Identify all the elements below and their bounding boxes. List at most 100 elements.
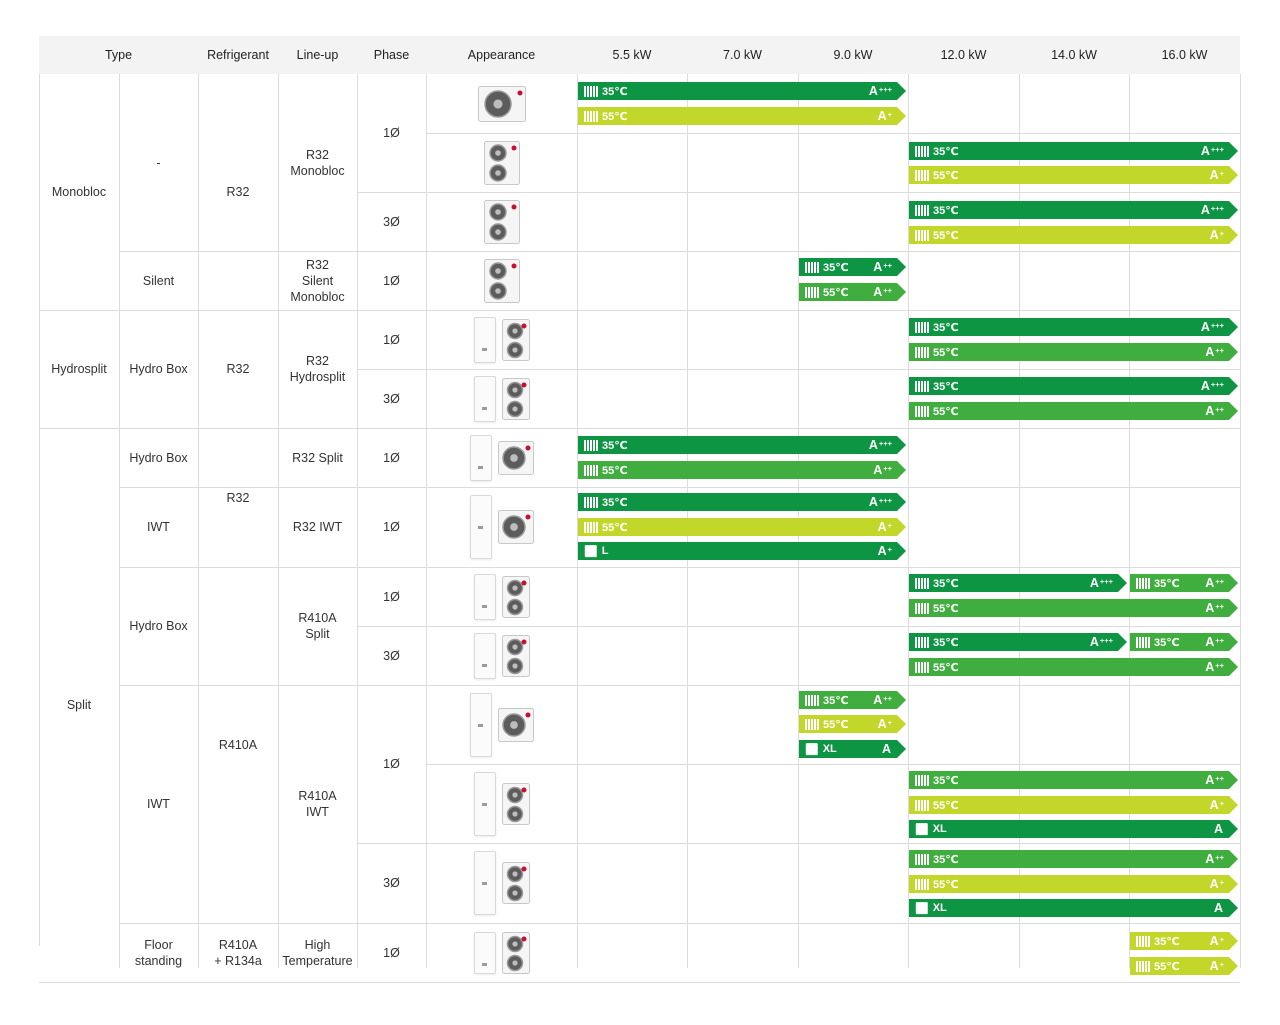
phase-cell: 1Ø [383, 273, 400, 288]
energy-rating-bar: 35℃ A +++ [909, 142, 1238, 160]
radiator-icon [915, 204, 929, 216]
energy-rating-plus: + [1219, 934, 1224, 944]
header-5: 5.5 kW [612, 48, 652, 62]
energy-rating-plus: ++ [883, 260, 892, 270]
outdoor-unit-icon [483, 140, 520, 185]
radiator-icon [584, 521, 598, 533]
energy-rating-bar: 55℃ A ++ [909, 402, 1238, 420]
bar-label: 35℃ [909, 853, 959, 866]
energy-rating-letter: A [1209, 798, 1219, 812]
grid-vline [1019, 74, 1020, 968]
energy-rating: A +++ [1201, 318, 1224, 336]
appearance-floor-standing-with-outdoor-unit-icon [426, 923, 577, 982]
energy-rating-letter: A [873, 285, 883, 299]
energy-rating: A ++ [1205, 850, 1224, 868]
energy-rating-bar: 55℃ A ++ [578, 461, 906, 479]
energy-rating-letter: A [1209, 228, 1219, 242]
header-4: Appearance [467, 48, 536, 62]
refrigerant-cell: R410A + R134a [214, 937, 262, 968]
energy-rating: A ++ [873, 461, 892, 479]
energy-rating: A [882, 740, 892, 758]
appearance-monobloc-unit-icon [426, 133, 577, 192]
lineup-cell: R410A IWT [298, 789, 337, 819]
energy-rating-bar: 35℃ A +++ [909, 201, 1238, 219]
energy-rating-bar: 35℃ A +++ [578, 436, 906, 454]
lineup-cell: R32 Split [292, 450, 343, 465]
appearance-monobloc-unit-icon [426, 251, 577, 310]
tap-icon: 🚰 [915, 902, 929, 915]
energy-rating-plus: + [887, 544, 892, 554]
energy-rating: A ++ [873, 283, 892, 301]
energy-rating-plus: ++ [1215, 660, 1224, 670]
energy-rating-letter: A [877, 717, 887, 731]
tap-icon: 🚰 [805, 743, 819, 756]
energy-rating: A + [878, 715, 892, 733]
bar-label-text: L [601, 545, 609, 557]
energy-rating: A +++ [1090, 574, 1113, 592]
bar-label-text: 35℃ [1154, 636, 1180, 649]
energy-rating-plus: +++ [1210, 320, 1224, 330]
energy-rating-bar: 55℃ A ++ [909, 658, 1238, 676]
bar-label: 35℃ [1130, 935, 1180, 948]
energy-rating-letter: A [1213, 901, 1223, 915]
energy-rating-letter: A [1209, 934, 1219, 948]
refrigerant-cell: R410A [218, 738, 258, 752]
energy-rating-plus: ++ [883, 463, 892, 473]
appearance-hydro-box-with-outdoor-unit-icon [426, 428, 577, 487]
radiator-icon [915, 602, 929, 614]
radiator-icon [915, 878, 929, 890]
radiator-icon [915, 799, 929, 811]
bar-label: 35℃ [909, 204, 959, 217]
bar-label-text: 35℃ [1154, 577, 1180, 590]
grid-vline [426, 74, 427, 968]
energy-rating: A +++ [1201, 377, 1224, 395]
energy-rating-plus: +++ [878, 495, 892, 505]
appearance-hydro-box-with-outdoor-unit-icon [426, 567, 577, 626]
indoor-unit-icon [473, 316, 496, 363]
appearance-hydro-box-with-outdoor-unit-icon [426, 626, 577, 685]
bar-label: 55℃ [909, 602, 959, 615]
type-split: Split [66, 698, 92, 712]
energy-rating-plus: ++ [883, 285, 892, 295]
radiator-icon [805, 694, 819, 706]
grid-hline [426, 764, 1240, 765]
bar-label: 35℃ [799, 694, 849, 707]
subtype-cell: Hydro Box [129, 450, 188, 465]
bar-label-text: 55℃ [933, 661, 959, 674]
energy-rating: A ++ [1205, 343, 1224, 361]
radiator-icon [584, 110, 598, 122]
energy-rating-bar: 🚰 XL A [909, 820, 1238, 838]
energy-rating: A + [1210, 166, 1224, 184]
bar-label: 55℃ [578, 464, 628, 477]
bar-label: 55℃ [909, 405, 959, 418]
grid-vline [1129, 74, 1130, 968]
bar-label: 35℃ [909, 380, 959, 393]
bar-label-text: 35℃ [933, 636, 959, 649]
radiator-icon [915, 661, 929, 673]
energy-rating: A + [1210, 226, 1224, 244]
bar-label: 35℃ [578, 85, 628, 98]
grid-hline [357, 192, 1240, 193]
bar-label-text: 55℃ [823, 286, 849, 299]
radiator-icon [584, 496, 598, 508]
header-row [39, 36, 1240, 74]
grid-hline [357, 626, 1240, 627]
grid-hline [357, 369, 1240, 370]
radiator-icon [805, 261, 819, 273]
tap-icon: 🚰 [915, 823, 929, 836]
energy-rating: A + [878, 542, 892, 560]
energy-rating-bar: 55℃ A + [1130, 957, 1238, 975]
subtype-cell: IWT [147, 520, 170, 534]
energy-rating-letter: A [1213, 822, 1223, 836]
phase-cell: 1Ø [383, 589, 400, 604]
energy-rating: A + [878, 518, 892, 536]
bar-label-text: 35℃ [933, 145, 959, 158]
tap-icon: 🚰 [584, 545, 598, 558]
phase-cell: 1Ø [383, 332, 400, 347]
radiator-icon [1136, 960, 1150, 972]
outdoor-unit-icon [497, 510, 534, 544]
radiator-icon [805, 718, 819, 730]
radiator-icon [584, 85, 598, 97]
type-hydrosplit: Hydrosplit [51, 362, 107, 376]
bar-label-text: 55℃ [1154, 960, 1180, 973]
